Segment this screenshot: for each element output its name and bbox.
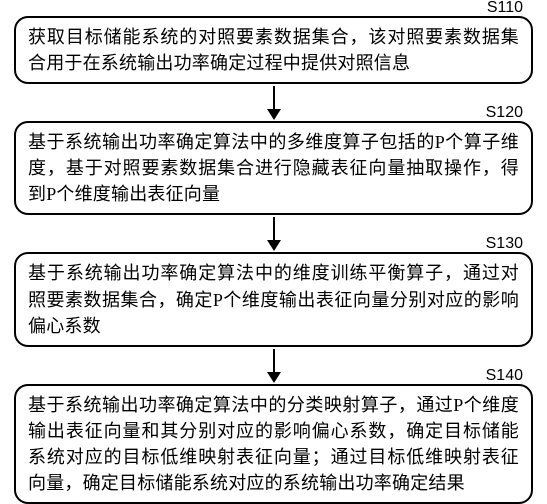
arrow-head-icon: [267, 109, 281, 120]
arrow-line: [273, 217, 275, 241]
arrow-head-icon: [267, 372, 281, 383]
arrow-line: [273, 349, 275, 373]
node-text: 基于系统输出功率确定算法中的维度训练平衡算子，通过对照要素数据集合，确定P个维度…: [28, 260, 519, 338]
flow-node-s140: S140 基于系统输出功率确定算法中的分类映射算子，通过P个维度输出表征向量和其…: [14, 384, 533, 504]
flow-arrow: [267, 86, 281, 120]
step-label: S110: [487, 0, 523, 17]
flow-node-s110: S110 获取目标储能系统的对照要素数据集合，该对照要素数据集合用于在系统输出功…: [14, 16, 533, 84]
flow-node-s120: S120 基于系统输出功率确定算法中的多维度算子包括的P个算子维度，基于对照要素…: [14, 121, 533, 215]
arrow-head-icon: [267, 240, 281, 251]
flowchart-container: S110 获取目标储能系统的对照要素数据集合，该对照要素数据集合用于在系统输出功…: [14, 16, 533, 504]
node-text: 基于系统输出功率确定算法中的多维度算子包括的P个算子维度，基于对照要素数据集合进…: [28, 129, 519, 207]
step-label: S140: [486, 367, 523, 385]
step-label: S120: [486, 104, 523, 122]
flow-arrow: [267, 349, 281, 383]
node-text: 获取目标储能系统的对照要素数据集合，该对照要素数据集合用于在系统输出功率确定过程…: [28, 24, 519, 76]
flow-node-s130: S130 基于系统输出功率确定算法中的维度训练平衡算子，通过对照要素数据集合，确…: [14, 252, 533, 346]
flow-arrow: [267, 217, 281, 251]
arrow-line: [273, 86, 275, 110]
node-text: 基于系统输出功率确定算法中的分类映射算子，通过P个维度输出表征向量和其分别对应的…: [28, 392, 519, 496]
step-label: S130: [486, 235, 523, 253]
